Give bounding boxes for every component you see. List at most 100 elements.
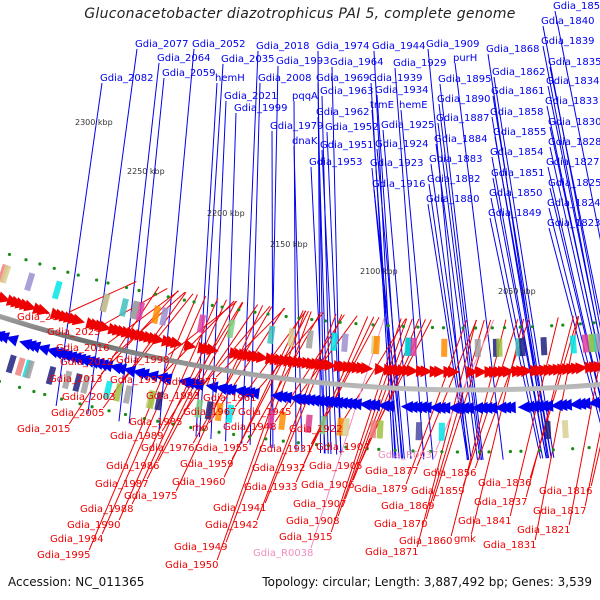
gene-label: Gdia_1834 [546, 76, 599, 87]
gene-label: Gdia_1895 [438, 74, 491, 85]
arrow-head [255, 351, 269, 363]
gene-label: Gdia_1906 [301, 480, 354, 491]
gene-label: hemH [215, 73, 245, 84]
gene-label: Gdia_1817 [533, 506, 586, 517]
leader-line [146, 301, 237, 480]
gene-label: Gdia_2021 [224, 91, 277, 102]
leader-line [376, 148, 405, 459]
gc-tick-mark [253, 310, 257, 314]
cog-color-bar [376, 420, 384, 439]
cog-color-bar [129, 300, 140, 320]
gc-tick-mark [411, 449, 415, 453]
gene-label: Gdia_2041 [17, 312, 70, 323]
cog-color-bar [561, 419, 569, 439]
leader-line [241, 50, 259, 444]
gc-tick-mark [519, 449, 523, 453]
gene-label: Gdia_2016 [56, 343, 109, 354]
gene-label: Gdia_1836 [478, 478, 531, 489]
cog-feature-block [441, 338, 448, 357]
forward-gene-arrow [136, 368, 150, 381]
reverse-gene-arrow [98, 320, 112, 333]
reverse-gene-arrow [502, 365, 515, 378]
leader-line [210, 100, 227, 440]
cog-feature-block [336, 417, 344, 436]
cog-color-bar [24, 359, 35, 379]
gc-tick-mark [592, 321, 596, 325]
arrow-head [224, 384, 237, 397]
leader-line [158, 48, 195, 430]
reverse-gene-arrow [374, 363, 387, 376]
cog-color-bar [122, 385, 133, 404]
reverse-gene-arrow [575, 362, 588, 375]
forward-gene-arrow [114, 363, 128, 376]
leader-line [197, 305, 271, 392]
arrow-head [447, 365, 460, 378]
gene-label: Gdia_1837 [474, 497, 527, 508]
cog-feature-block [597, 333, 600, 352]
gc-tick-mark [210, 303, 214, 307]
reverse-gene-arrow [206, 343, 219, 356]
leader-line [584, 430, 600, 507]
gene-label: Gdia_1976 [141, 443, 194, 454]
gc-tick-mark [171, 422, 175, 426]
leader-line [118, 298, 219, 521]
gc-tick-mark [217, 430, 221, 434]
leader-line [175, 305, 264, 492]
leader-line [549, 146, 600, 374]
cog-color-bar [278, 411, 287, 431]
forward-gene-arrow [123, 365, 137, 378]
cog-feature-block [496, 338, 503, 357]
cog-feature-block [561, 419, 569, 439]
arrow-head [191, 379, 205, 391]
gc-tick-mark [266, 312, 270, 316]
leader-line [118, 62, 160, 422]
leader-line [542, 45, 600, 345]
gene-label: dnaK [292, 136, 318, 147]
gc-tick-mark [220, 305, 224, 309]
cog-color-bar [304, 414, 313, 434]
gene-label: Gdia_1869 [381, 501, 434, 512]
gene-label: Gdia_1933 [244, 482, 297, 493]
gene-label: Gdia_1945 [238, 407, 291, 418]
cog-color-bar [336, 417, 344, 436]
gene-label: Gdia_1941 [213, 503, 266, 514]
gene-label: Gdia_2023 [47, 327, 100, 338]
cog-feature-block [196, 314, 206, 334]
gene-label: Gdia_1948 [223, 422, 276, 433]
gene-label: Gdia_1989 [110, 431, 163, 442]
cog-color-bar [287, 328, 296, 347]
leader-line [68, 281, 137, 313]
gc-tick-mark [52, 266, 56, 270]
cog-color-bar [226, 319, 236, 339]
gene-label: Gdia_1969 [316, 73, 369, 84]
leader-line [428, 183, 470, 461]
gene-label: Gdia_1850 [489, 188, 542, 199]
forward-gene-arrow [419, 401, 432, 414]
reverse-gene-arrow [255, 351, 269, 363]
arrow-head [575, 362, 588, 375]
cog-color-bar [319, 415, 327, 435]
gene-label: Gdia_2082 [100, 73, 153, 84]
arrow-head [23, 299, 37, 312]
gc-tick-mark [428, 449, 433, 454]
cog-feature-block [14, 357, 26, 377]
gc-tick-mark [192, 300, 196, 304]
arrow-head [71, 313, 85, 326]
cog-color-bar [14, 357, 26, 377]
arrow-head [132, 367, 146, 380]
cog-color-bar [146, 390, 157, 410]
cog-feature-block [519, 337, 526, 357]
leader-line [405, 319, 468, 485]
leader-line [416, 319, 478, 467]
cog-feature-block [225, 404, 235, 424]
forward-gene-arrow [159, 373, 173, 386]
gc-tick-mark [461, 326, 465, 330]
gene-label: Gdia_1994 [50, 534, 103, 545]
gene-label: Gdia_1955 [195, 443, 248, 454]
gc-tick-mark [297, 316, 301, 320]
gc-tick-mark [232, 432, 236, 437]
gene-label: Gdia_1871 [365, 547, 418, 558]
gene-label: Gdia_1944 [372, 41, 425, 52]
forward-gene-arrow [224, 384, 237, 397]
gene-label: Gdia_1859 [411, 486, 464, 497]
